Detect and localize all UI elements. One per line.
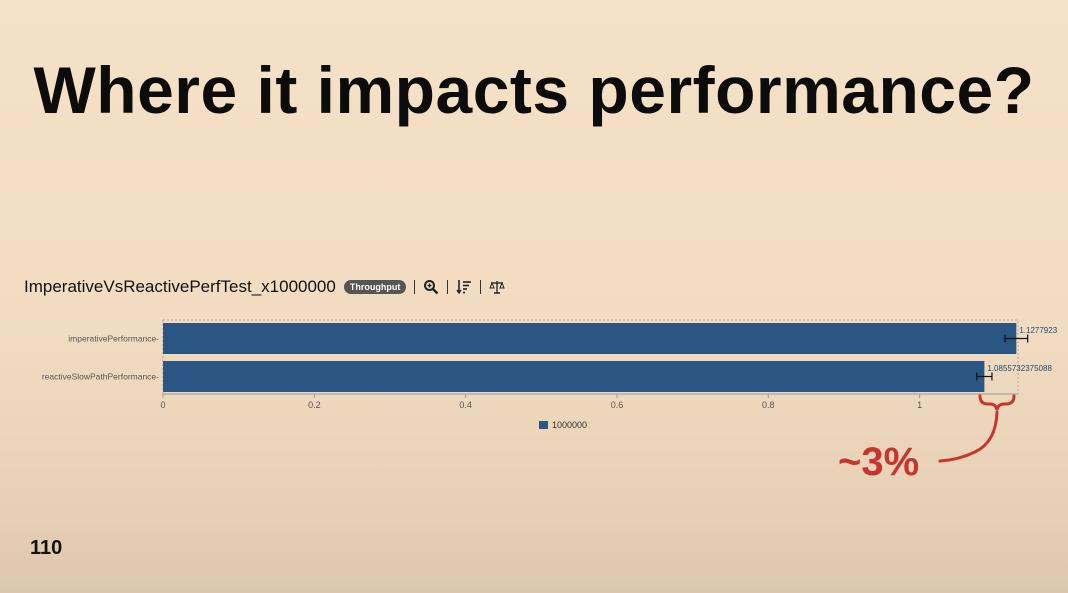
x-tick-label: 1 (917, 400, 922, 410)
chart-name: ImperativeVsReactivePerfTest_x1000000 (24, 277, 336, 296)
category-label: reactiveSlowPathPerformance- (42, 372, 159, 382)
x-tick-label: 0.8 (762, 400, 775, 410)
x-tick-label: 0 (160, 400, 165, 410)
toolbar-separator (480, 280, 482, 294)
balance-icon[interactable] (489, 279, 506, 295)
bar (163, 361, 985, 392)
data-label: 1.1277923 (1019, 326, 1057, 335)
callout-pointer (938, 410, 999, 463)
sort-icon[interactable] (456, 279, 472, 295)
data-label: 1.0855732375088 (987, 364, 1052, 373)
x-tick-label: 0.2 (308, 400, 321, 410)
x-tick-label: 0.4 (459, 400, 472, 410)
callout-brace (978, 394, 1016, 411)
callout-percentage: ~3% (838, 440, 920, 484)
chart-header: ImperativeVsReactivePerfTest_x1000000 Th… (24, 277, 506, 297)
toolbar-separator (414, 280, 416, 294)
bar (163, 323, 1017, 354)
zoom-icon[interactable] (423, 279, 439, 295)
legend-label: 1000000 (552, 420, 587, 430)
page-number: 110 (30, 537, 63, 559)
throughput-badge[interactable]: Throughput (343, 280, 407, 294)
legend-swatch (539, 421, 548, 429)
slide-title: Where it impacts performance? (33, 53, 1035, 127)
category-label: imperativePerformance- (68, 334, 159, 344)
x-tick-label: 0.6 (611, 400, 624, 410)
toolbar-separator (447, 280, 449, 294)
